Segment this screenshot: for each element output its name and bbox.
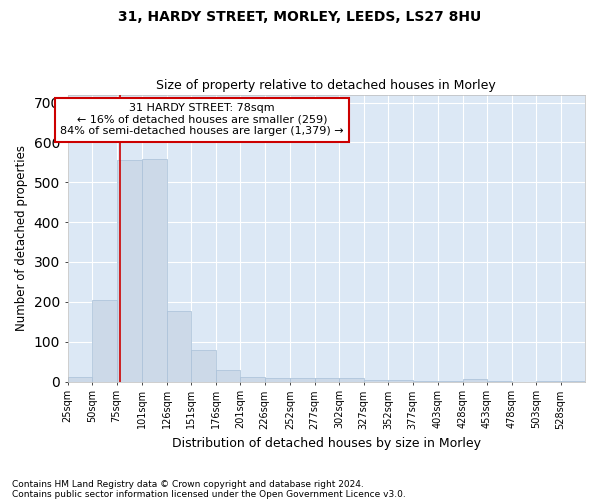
Bar — [191, 350, 215, 382]
Bar — [388, 380, 413, 382]
Bar — [116, 160, 142, 382]
Bar — [92, 300, 116, 382]
Text: Contains HM Land Registry data © Crown copyright and database right 2024.: Contains HM Land Registry data © Crown c… — [12, 480, 364, 489]
Title: Size of property relative to detached houses in Morley: Size of property relative to detached ho… — [157, 79, 496, 92]
Bar — [142, 159, 167, 382]
Bar — [339, 378, 364, 382]
Bar — [413, 380, 438, 382]
Text: 31, HARDY STREET, MORLEY, LEEDS, LS27 8HU: 31, HARDY STREET, MORLEY, LEEDS, LS27 8H… — [118, 10, 482, 24]
Bar — [215, 370, 240, 382]
Bar — [290, 378, 314, 382]
X-axis label: Distribution of detached houses by size in Morley: Distribution of detached houses by size … — [172, 437, 481, 450]
Text: Contains public sector information licensed under the Open Government Licence v3: Contains public sector information licen… — [12, 490, 406, 499]
Bar — [463, 378, 487, 382]
Bar — [167, 310, 191, 382]
Bar — [364, 380, 388, 382]
Y-axis label: Number of detached properties: Number of detached properties — [15, 145, 28, 331]
Text: 31 HARDY STREET: 78sqm
← 16% of detached houses are smaller (259)
84% of semi-de: 31 HARDY STREET: 78sqm ← 16% of detached… — [60, 103, 344, 136]
Bar — [265, 378, 290, 382]
Bar — [68, 376, 92, 382]
Bar — [314, 378, 339, 382]
Bar — [240, 376, 265, 382]
